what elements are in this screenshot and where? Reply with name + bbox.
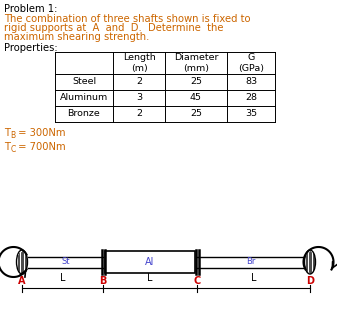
Text: L: L: [251, 273, 256, 283]
Text: St: St: [61, 257, 69, 266]
Text: Br: Br: [246, 257, 255, 266]
Text: T: T: [4, 142, 10, 152]
Text: 28: 28: [245, 93, 257, 102]
Text: 25: 25: [190, 110, 202, 119]
Text: 45: 45: [190, 93, 202, 102]
Text: = 700Nm: = 700Nm: [15, 142, 66, 152]
Text: C: C: [193, 276, 201, 286]
Text: The combination of three shafts shown is fixed to: The combination of three shafts shown is…: [4, 14, 250, 24]
Ellipse shape: [305, 250, 315, 274]
Text: Steel: Steel: [72, 78, 96, 86]
Text: B: B: [99, 276, 107, 286]
Text: maximum shearing strength.: maximum shearing strength.: [4, 32, 149, 42]
Text: L: L: [147, 273, 153, 283]
Text: C: C: [10, 145, 16, 155]
Text: = 300Nm: = 300Nm: [15, 128, 65, 138]
Text: Bronze: Bronze: [68, 110, 100, 119]
Text: 3: 3: [136, 93, 142, 102]
Ellipse shape: [17, 250, 28, 274]
Text: D: D: [306, 276, 314, 286]
Text: Problem 1:: Problem 1:: [4, 4, 57, 14]
Text: 2: 2: [136, 110, 142, 119]
Text: Length
(m): Length (m): [123, 53, 155, 73]
Text: Aluminum: Aluminum: [60, 93, 108, 102]
Text: Properties:: Properties:: [4, 43, 58, 53]
Text: 35: 35: [245, 110, 257, 119]
Text: L: L: [60, 273, 65, 283]
Text: Diameter
(mm): Diameter (mm): [174, 53, 218, 73]
Text: rigid supports at  A  and  D.  Determine  the: rigid supports at A and D. Determine the: [4, 23, 223, 33]
Text: B: B: [10, 131, 16, 140]
Text: A: A: [18, 276, 26, 286]
Text: T: T: [4, 128, 10, 138]
Text: Al: Al: [145, 257, 155, 267]
Bar: [105, 251, 195, 273]
Text: 2: 2: [136, 78, 142, 86]
Text: G
(GPa): G (GPa): [238, 53, 264, 73]
Text: 25: 25: [190, 78, 202, 86]
Text: 83: 83: [245, 78, 257, 86]
